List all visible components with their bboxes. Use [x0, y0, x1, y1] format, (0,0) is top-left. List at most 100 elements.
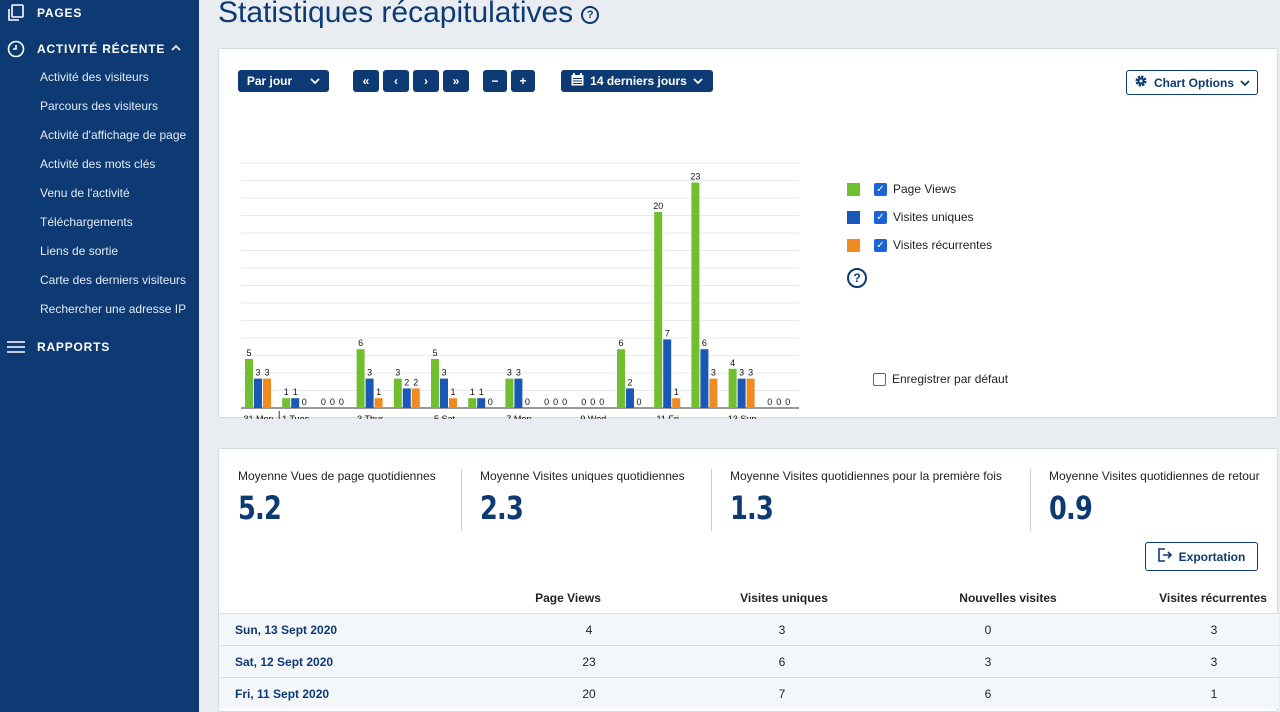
sidebar-item-exit-links[interactable]: Liens de sortie — [40, 244, 119, 258]
bar-returning — [709, 378, 718, 408]
bar-unique — [514, 378, 523, 408]
next-period-button[interactable]: › — [413, 70, 439, 92]
bar-page-views — [691, 182, 700, 408]
data-label: 4 — [730, 358, 735, 368]
stat-value: 0.9 — [1049, 489, 1093, 527]
column-header-new-visits[interactable]: Nouvelles visites — [959, 591, 1057, 605]
last-period-button[interactable]: » — [443, 70, 469, 92]
checkbox-checked-icon[interactable]: ✓ — [874, 210, 887, 224]
data-label: 23 — [690, 172, 700, 182]
data-label: 0 — [767, 397, 772, 407]
sidebar-item-page-view-activity[interactable]: Activité d'affichage de page — [40, 128, 187, 142]
prev-period-button[interactable]: ‹ — [383, 70, 409, 92]
bar-unique — [737, 378, 746, 408]
help-icon[interactable]: ? — [581, 6, 600, 24]
sidebar-section-reports[interactable]: RAPPORTS — [0, 336, 110, 358]
data-label: 20 — [653, 201, 663, 211]
table-cell: 6 — [778, 655, 786, 669]
data-label: 0 — [330, 397, 335, 407]
period-select[interactable]: Par jour — [238, 70, 329, 92]
legend-item-returning-visits[interactable]: ✓ Visites récurrentes — [847, 238, 992, 252]
bar-page-views — [468, 398, 477, 408]
data-label: 0 — [544, 397, 549, 407]
sidebar-section-pages[interactable]: PAGES — [0, 2, 82, 24]
export-button[interactable]: Exportation — [1145, 542, 1258, 571]
sidebar: PAGES ACTIVITÉ RÉCENTE Activité des visi… — [0, 0, 199, 712]
legend-item-page-views[interactable]: ✓ Page Views — [847, 182, 956, 196]
x-tick-label: 9 Wed — [580, 414, 606, 419]
bar-page-views — [393, 378, 402, 408]
legend-swatch — [847, 182, 860, 196]
row-date-link[interactable]: Fri, 11 Sept 2020 — [235, 687, 330, 701]
zoom-out-button[interactable]: − — [483, 70, 507, 92]
legend-swatch — [847, 210, 860, 224]
data-label: 0 — [488, 397, 493, 407]
zoom-in-button[interactable]: + — [511, 70, 535, 92]
sidebar-item-downloads[interactable]: Téléchargements — [40, 215, 133, 229]
checkbox-unchecked-icon[interactable] — [873, 372, 886, 386]
stat-avg-unique-visits: Moyenne Visites uniques quotidiennes 2.3 — [480, 469, 685, 527]
bar-unique — [700, 349, 709, 408]
bar-page-views — [356, 349, 365, 408]
data-label: 2 — [413, 377, 418, 387]
table-cell: 23 — [582, 655, 596, 669]
data-label: 0 — [321, 397, 326, 407]
data-label: 0 — [785, 397, 790, 407]
bar-page-views — [245, 359, 253, 408]
sidebar-item-came-from[interactable]: Venu de l'activité — [40, 186, 130, 200]
data-label: 0 — [599, 397, 604, 407]
table-row: Fri, 11 Sept 2020 20 7 6 1 — [219, 677, 1279, 708]
data-label: 7 — [665, 328, 670, 338]
table-cell: 6 — [984, 687, 992, 701]
table-cell: 7 — [778, 687, 786, 701]
stat-label: Moyenne Visites uniques quotidiennes — [480, 469, 685, 483]
x-tick-label: 13 Sun — [728, 414, 757, 419]
data-label: 6 — [702, 338, 707, 348]
date-range-select[interactable]: 14 derniers jours — [561, 70, 713, 92]
sidebar-item-visitor-map[interactable]: Carte des derniers visiteurs — [40, 273, 187, 287]
clock-icon — [5, 38, 27, 60]
stat-avg-return-visits: Moyenne Visites quotidiennes de retour 0… — [1049, 469, 1260, 527]
chart-options-button[interactable]: Chart Options — [1126, 70, 1258, 95]
legend-label: Page Views — [893, 182, 957, 196]
data-label: 2 — [404, 377, 409, 387]
data-label: 0 — [636, 397, 641, 407]
bar-page-views — [654, 212, 663, 408]
bar-unique — [626, 388, 634, 408]
column-header-page-views[interactable]: Page Views — [535, 591, 601, 605]
export-icon — [1157, 548, 1173, 565]
legend-label: Visites uniques — [893, 210, 974, 224]
bar-unique — [365, 378, 374, 408]
sidebar-section-label: RAPPORTS — [37, 340, 111, 354]
stat-label: Moyenne Vues de page quotidiennes — [238, 469, 436, 483]
period-select-label: Par jour — [246, 74, 293, 88]
sidebar-item-visitor-paths[interactable]: Parcours des visiteurs — [40, 99, 159, 113]
sidebar-section-recent[interactable]: ACTIVITÉ RÉCENTE — [0, 38, 181, 60]
sidebar-item-keyword-activity[interactable]: Activité des mots clés — [40, 157, 156, 171]
table-cell: 3 — [778, 623, 786, 637]
data-label: 1 — [284, 387, 289, 397]
data-label: 3 — [516, 368, 521, 378]
sidebar-item-ip-lookup[interactable]: Rechercher une adresse IP — [40, 302, 187, 316]
bar-returning — [374, 398, 383, 408]
data-label: 1 — [674, 387, 679, 397]
legend-item-unique-visits[interactable]: ✓ Visites uniques — [847, 210, 974, 224]
row-date-link[interactable]: Sun, 13 Sept 2020 — [235, 623, 338, 637]
bar-unique — [477, 398, 486, 408]
column-header-returning-visits[interactable]: Visites récurrentes — [1159, 591, 1267, 605]
data-label: 1 — [293, 387, 298, 397]
checkbox-checked-icon[interactable]: ✓ — [874, 238, 887, 252]
save-default-checkbox[interactable]: Enregistrer par défaut — [873, 372, 1008, 386]
bar-unique — [663, 339, 672, 408]
column-header-unique-visits[interactable]: Visites uniques — [740, 591, 828, 605]
help-icon[interactable]: ? — [847, 268, 867, 288]
checkbox-checked-icon[interactable]: ✓ — [874, 182, 887, 196]
chevron-up-icon — [171, 44, 181, 55]
sidebar-item-visitor-activity[interactable]: Activité des visiteurs — [40, 70, 149, 84]
row-date-link[interactable]: Sat, 12 Sept 2020 — [235, 655, 334, 669]
first-period-button[interactable]: « — [353, 70, 379, 92]
chevron-down-icon — [310, 74, 320, 88]
data-label: 1 — [479, 387, 484, 397]
x-tick-label: 3 Thur — [357, 414, 383, 419]
